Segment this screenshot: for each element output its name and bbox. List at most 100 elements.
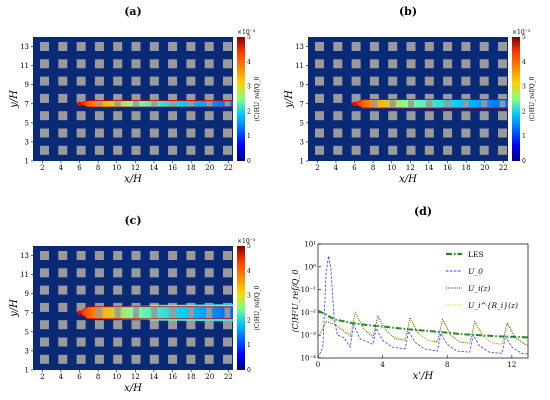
building: [113, 59, 123, 69]
building: [443, 42, 453, 51]
building: [76, 320, 86, 330]
building: [424, 128, 434, 138]
building: [149, 111, 159, 121]
y-tick-label: 7: [300, 100, 304, 108]
x-tick-label: 22: [224, 164, 233, 172]
x-tick-label: 4: [59, 373, 64, 381]
x-tick-label: 4: [380, 361, 385, 369]
building: [113, 93, 123, 103]
building: [40, 354, 49, 364]
building: [76, 128, 86, 138]
y-tick-label: 13: [20, 252, 29, 260]
building: [204, 354, 214, 364]
building: [40, 93, 49, 103]
colorbar-tick-label: 4: [247, 268, 251, 275]
building: [424, 93, 434, 103]
building: [58, 59, 68, 69]
building: [369, 42, 379, 51]
panel-label: (d): [414, 205, 432, 218]
building: [58, 251, 68, 260]
building: [406, 145, 416, 155]
building: [388, 59, 398, 69]
x-tick-label: 12: [406, 164, 415, 172]
building: [94, 42, 104, 51]
x-tick-label: 16: [443, 164, 452, 172]
building: [168, 320, 178, 330]
building: [498, 145, 507, 155]
panel-c: (c)2 4 6 8 10 12 14 16 18 20 22135791113x/Hy/H0123…: [9, 214, 261, 394]
y-tick-label: 3: [25, 347, 29, 355]
building: [461, 59, 471, 69]
building: [204, 268, 214, 278]
building: [186, 93, 196, 103]
x-tick-label: 10: [112, 373, 121, 381]
building: [94, 354, 104, 364]
building: [333, 42, 343, 51]
building: [186, 268, 196, 278]
building: [388, 93, 398, 103]
y-tick-label: 5: [25, 119, 29, 127]
building: [58, 93, 68, 103]
panel-a: (a)2 4 6 8 10 12 14 16 18 20 22135791113x/Hy/H0123…: [9, 5, 261, 185]
building: [113, 268, 123, 278]
building: [168, 128, 178, 138]
building: [94, 145, 104, 155]
building: [204, 337, 214, 347]
building: [149, 93, 159, 103]
plume: [354, 99, 508, 109]
building: [149, 128, 159, 138]
building: [131, 320, 141, 330]
building: [76, 354, 86, 364]
building: [76, 337, 86, 347]
panel-d: (d) 0 4 8 12 10⁻⁴ 10⁻³ 10⁻² 10⁻¹ 10⁰ 10¹ x'/H ⟨C⟩H²U…: [291, 205, 529, 382]
building: [149, 251, 159, 260]
y-tick-label: 3: [25, 138, 29, 146]
building: [333, 128, 343, 138]
building: [406, 42, 416, 51]
source-marker: [77, 101, 82, 107]
building: [424, 76, 434, 86]
building: [204, 59, 214, 69]
x-axis-label: x'/H: [413, 371, 434, 382]
building: [315, 128, 324, 138]
building: [315, 42, 324, 51]
x-tick-label: 16: [168, 164, 177, 172]
x-tick-label: 12: [131, 373, 140, 381]
colorbar-tick-label: 1: [247, 133, 251, 140]
x-tick-label: 6: [77, 373, 82, 381]
colorbar-tick-label: 0: [522, 158, 526, 165]
building: [388, 42, 398, 51]
x-tick-label: 18: [462, 164, 471, 172]
colorbar: 0 1 2 3 4 5×10⁻³ ⟨C⟩HU_ref/Q_0: [237, 29, 261, 165]
building: [76, 76, 86, 86]
building: [94, 111, 104, 121]
building: [351, 42, 361, 51]
building: [58, 302, 68, 312]
x-tick-label: 12: [131, 164, 140, 172]
building: [186, 76, 196, 86]
building: [58, 268, 68, 278]
building: [479, 59, 489, 69]
building: [94, 59, 104, 69]
x-tick-label: 0: [316, 361, 320, 369]
building: [186, 128, 196, 138]
building: [461, 76, 471, 86]
building: [223, 354, 232, 364]
y-tick-label: 9: [25, 81, 29, 89]
building: [406, 128, 416, 138]
building: [40, 320, 49, 330]
building: [388, 111, 398, 121]
y-tick-label: 7: [25, 100, 29, 108]
building: [351, 59, 361, 69]
x-tick-label: 2: [315, 164, 319, 172]
y-tick-label: 1: [300, 158, 304, 166]
y-tick-label: 9: [25, 290, 29, 298]
colorbar-tick-label: 2: [247, 317, 251, 324]
x-tick-label: 4: [334, 164, 339, 172]
building: [406, 59, 416, 69]
building: [443, 93, 453, 103]
building: [498, 93, 507, 103]
y-tick-label: 7: [25, 309, 29, 317]
building: [131, 251, 141, 260]
